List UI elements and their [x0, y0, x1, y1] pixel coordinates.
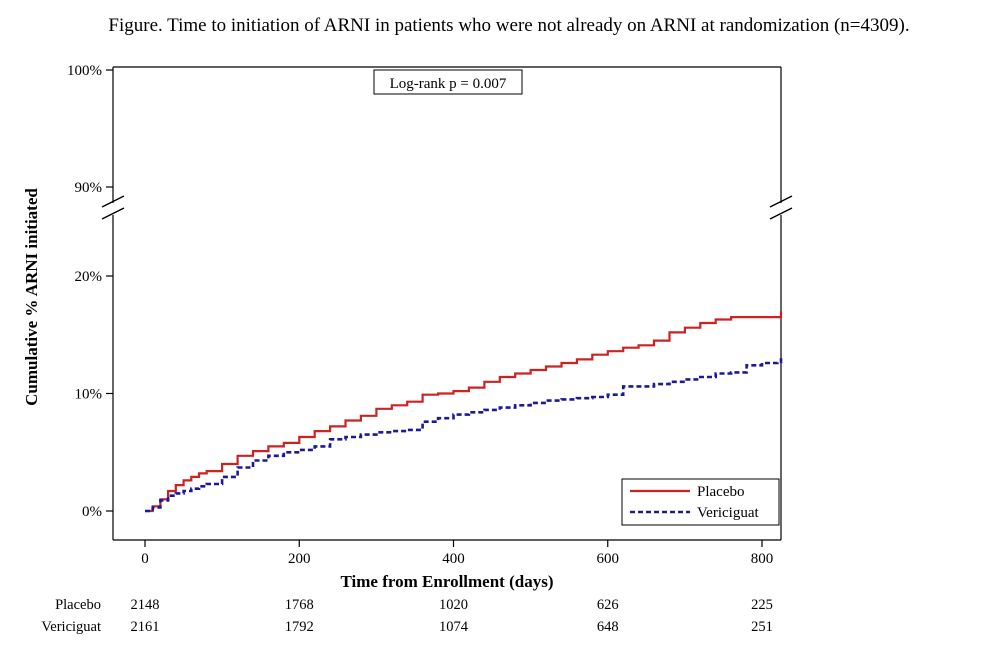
series-layer	[145, 311, 783, 513]
x-axis-ticks: 0 200 400 600 800	[141, 540, 773, 567]
log-rank-annotation: Log-rank p = 0.007	[390, 76, 507, 92]
risk-cell: 648	[597, 619, 619, 635]
y-tick-label: 100%	[67, 63, 102, 79]
x-tick-label: 200	[288, 551, 311, 567]
y-tick-label: 20%	[75, 269, 103, 285]
x-tick-label: 600	[597, 551, 620, 567]
risk-cell: 1792	[285, 619, 314, 635]
y-axis-ticks: 0% 10% 20% 90% 100%	[67, 63, 113, 520]
x-tick-label: 800	[751, 551, 774, 567]
risk-row-label: Vericiguat	[41, 619, 101, 635]
risk-row-label: Placebo	[55, 597, 101, 613]
annotation-box	[373, 69, 523, 95]
axis-break-left	[101, 195, 125, 220]
risk-cell: 225	[751, 597, 773, 613]
y-tick-label: 0%	[82, 504, 102, 520]
legend-label-vericiguat: Vericiguat	[697, 505, 759, 521]
x-axis-label: Time from Enrollment (days)	[341, 572, 554, 591]
legend: Placebo Vericiguat	[621, 478, 780, 526]
risk-cell: 1768	[285, 597, 314, 613]
y-axis-label: Cumulative % ARNI initiated	[22, 188, 41, 406]
axis-break-right	[769, 195, 793, 220]
risk-cell: 626	[597, 597, 619, 613]
legend-box	[621, 478, 780, 526]
legend-label-placebo: Placebo	[697, 484, 744, 500]
risk-cell: 1020	[439, 597, 468, 613]
series-line-placebo	[145, 311, 783, 513]
risk-cell: 1074	[439, 619, 469, 635]
number-at-risk-table: Placebo 2148 1768 1020 626 225 Vericiguat 2161 1…	[41, 597, 772, 635]
chart-title: Figure. Time to initiation of ARNI in pa…	[108, 15, 909, 36]
y-tick-label: 10%	[75, 387, 103, 403]
risk-cell: 251	[751, 619, 773, 635]
x-tick-label: 400	[442, 551, 465, 567]
risk-cell: 2148	[131, 597, 160, 613]
x-tick-label: 0	[141, 551, 149, 567]
risk-cell: 2161	[131, 619, 160, 635]
plot-frame	[112, 66, 782, 541]
series-line-vericiguat	[145, 358, 783, 513]
y-tick-label: 90%	[75, 180, 103, 196]
